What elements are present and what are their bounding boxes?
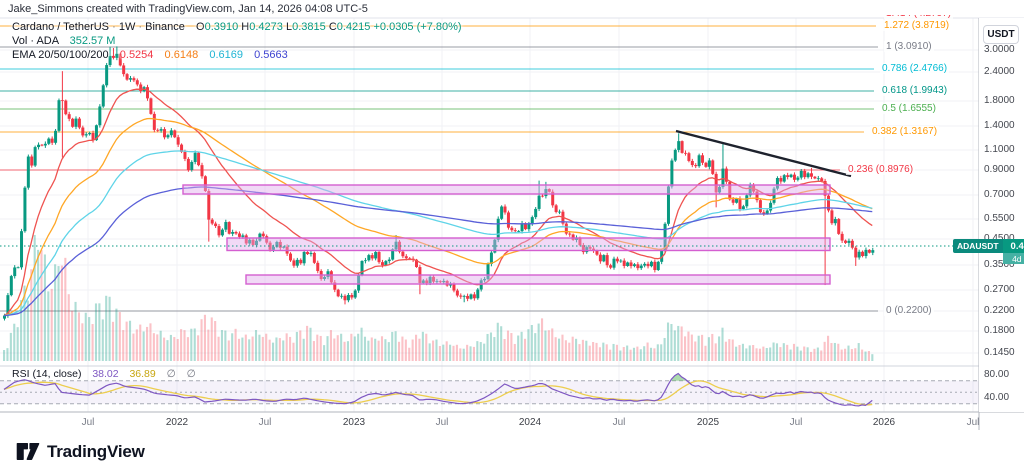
- time-tick: Jul: [81, 417, 95, 428]
- badge-countdown: 4d 15h: [1002, 253, 1024, 264]
- ema100-line: [3, 150, 873, 317]
- tradingview-logo-icon: [16, 443, 40, 460]
- time-tick: Jul: [258, 417, 272, 428]
- open-value: 0.3910: [204, 21, 239, 33]
- rsi-value: 38.02: [92, 368, 119, 380]
- rsi-legend-row[interactable]: RSI (14, close) 38.02 36.89 ∅ ∅: [12, 368, 196, 380]
- ema100-value: 0.6169: [209, 49, 243, 61]
- rsi-params: (14, close): [32, 368, 82, 380]
- price-tick: 0.3500: [984, 259, 1015, 270]
- time-tick: 2025: [696, 417, 720, 428]
- badge-price: 0.4215: [1002, 239, 1024, 253]
- fib-level-label[interactable]: 0.382 (1.3167): [870, 126, 940, 137]
- ema50-line: [3, 117, 873, 317]
- price-tick: 0.7000: [984, 189, 1015, 200]
- fib-level-label[interactable]: 1 (3.0910): [884, 41, 934, 52]
- volume-histogram: [3, 234, 874, 361]
- price-tick: 80.00: [984, 369, 1010, 380]
- time-tick: Jul: [966, 417, 980, 428]
- fib-level-label[interactable]: 1.414 (4.2797): [884, 8, 954, 19]
- fib-level-label[interactable]: 0 (0.2200): [884, 305, 934, 316]
- descending-trendline[interactable]: [675, 129, 852, 178]
- time-tick: 2023: [342, 417, 366, 428]
- time-tick: Jul: [435, 417, 449, 428]
- currency-toggle-button[interactable]: USDT: [983, 25, 1019, 44]
- low-value: 0.3815: [292, 21, 326, 33]
- interval-label: 1W: [118, 21, 136, 33]
- fib-level-label[interactable]: 0.618 (1.9943): [880, 85, 950, 96]
- price-tick: 2.4000: [984, 66, 1015, 77]
- price-tick: 0.1800: [984, 325, 1015, 336]
- rsi-empty-icon: ∅: [186, 368, 196, 380]
- ema-legend-row[interactable]: EMA 20/50/100/200 0.5254 0.6148 0.6169 0…: [12, 49, 288, 61]
- ema20-line: [3, 88, 873, 317]
- rsi-title: RSI: [12, 368, 30, 380]
- volume-label: Vol · ADA: [12, 35, 59, 47]
- ema200-value: 0.5663: [254, 49, 288, 61]
- price-tick: 0.9000: [984, 164, 1015, 175]
- rsi-empty-icon: ∅: [166, 368, 176, 380]
- fib-level-label[interactable]: 1.272 (3.8719): [882, 20, 952, 31]
- rsi-ma-value: 36.89: [129, 368, 156, 380]
- time-tick: 2024: [518, 417, 542, 428]
- price-tick: 40.00: [984, 392, 1010, 403]
- time-tick: Jul: [789, 417, 803, 428]
- price-tick: 0.4500: [984, 233, 1015, 244]
- rsi-band: [0, 380, 979, 404]
- fib-retracement-lines: [0, 25, 878, 312]
- zone-rectangle[interactable]: [226, 237, 831, 252]
- fib-level-label[interactable]: 0.786 (2.4766): [880, 63, 950, 74]
- symbol-name: Cardano / TetherUS: [12, 21, 110, 33]
- price-axis[interactable]: 3.0000 2.4000 1.8000 1.4000 1.1000 0.9000 0.70…: [979, 18, 1024, 412]
- candlestick-series: [3, 46, 875, 321]
- ema200-line: [3, 186, 873, 317]
- ema20-value: 0.5254: [119, 49, 154, 61]
- price-tick: 0.2200: [984, 305, 1015, 316]
- last-price-badge[interactable]: ADAUSDT 0.4215 4d 15h: [953, 239, 1024, 264]
- price-tick: 1.8000: [984, 95, 1015, 106]
- rsi-line: [3, 372, 873, 407]
- time-tick: 2026: [872, 417, 896, 428]
- fib-level-label[interactable]: 0.236 (0.8976): [846, 164, 916, 175]
- fib-level-label[interactable]: 0.5 (1.6555): [880, 103, 938, 114]
- zone-rectangle[interactable]: [245, 274, 831, 285]
- price-tick: 3.0000: [984, 44, 1015, 55]
- price-tick: 0.1450: [984, 347, 1015, 358]
- ema50-value: 0.6148: [164, 49, 199, 61]
- volume-value: 352.57 M: [69, 35, 116, 47]
- high-value: 0.4273: [249, 21, 283, 33]
- zone-rectangle[interactable]: [182, 184, 831, 195]
- change-value: +0.0305 (+7.80%): [373, 21, 462, 33]
- tradingview-logo-text: TradingView: [47, 441, 145, 461]
- time-tick: 2022: [165, 417, 189, 428]
- exchange-label: Binance: [145, 21, 185, 33]
- ema-label: EMA 20/50/100/200: [12, 49, 109, 61]
- price-tick: 1.4000: [984, 120, 1015, 131]
- time-tick: Jul: [612, 417, 626, 428]
- price-tick: 0.2700: [984, 284, 1015, 295]
- volume-legend-row[interactable]: Vol · ADA 352.57 M: [12, 35, 115, 47]
- rsi-ma-line: [3, 380, 873, 406]
- tradingview-logo[interactable]: TradingView: [16, 441, 145, 462]
- symbol-legend-row[interactable]: Cardano / TetherUS · 1W · Binance O0.391…: [12, 21, 462, 33]
- supply-demand-zones: [182, 184, 831, 285]
- price-tick: 1.1000: [984, 144, 1015, 155]
- price-tick: 0.5500: [984, 213, 1015, 224]
- close-value: 0.4215: [336, 21, 371, 33]
- badge-symbol: ADAUSDT: [953, 239, 1003, 253]
- attribution-text: Jake_Simmons created with TradingView.co…: [8, 3, 368, 15]
